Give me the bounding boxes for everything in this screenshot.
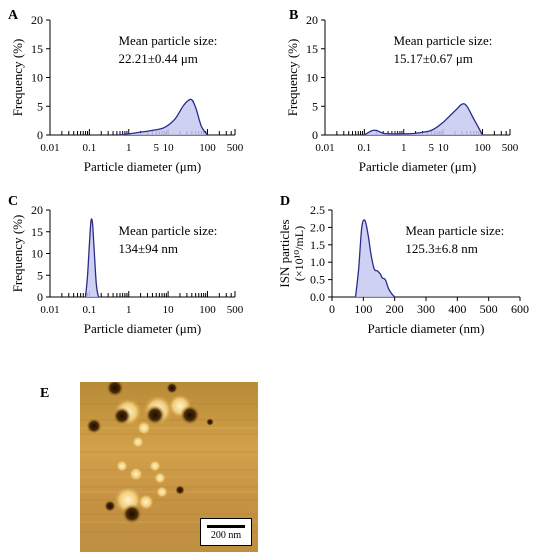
y-tick-label: 0.5 [310,273,325,287]
y-tick-label: 2.0 [310,220,325,234]
mean-size-annotation: 22.21±0.44 μm [118,51,197,66]
x-tick-label: 1 [401,142,407,154]
x-tick-label: 1 [126,304,132,316]
x-tick-label: 1 [126,142,132,154]
y-tick-label: 0.0 [310,290,325,304]
y-tick-label: 1.5 [310,238,325,252]
y-tick-label: 15 [31,42,43,56]
y-axis-label: ISN particles [277,219,292,287]
x-axis-label: Particle diameter (μm) [84,321,201,336]
x-tick-label: 10 [163,304,175,316]
x-tick-label: 0.01 [40,142,59,154]
y-tick-label: 2.5 [310,203,325,217]
y-tick-label: 10 [31,71,43,85]
y-tick-label: 5 [37,99,43,113]
y-tick-label: 5 [312,99,318,113]
x-tick-label: 500 [502,142,519,154]
panel-label-e: E [40,386,50,401]
series-line [354,219,396,298]
x-tick-label: 0.01 [315,142,334,154]
x-tick-label: 500 [227,142,244,154]
panel-label-a: A [8,8,19,23]
y-tick-label: 10 [31,247,43,261]
x-tick-label: 400 [448,302,466,316]
mean-size-annotation: Mean particle size: [405,223,504,238]
y-tick-label: 0 [37,128,43,142]
mean-size-annotation: Mean particle size: [118,33,217,48]
y-tick-label: 20 [306,13,318,27]
chart-d: 0.0 0.5 1.0 1.5 2.0 2.5 0 100 200 300 400 500 600 Par… [277,203,529,336]
scale-bar: 200 nm [200,518,252,546]
mean-size-annotation: Mean particle size: [118,223,217,238]
x-tick-label: 100 [474,142,491,154]
y-tick-label: 5 [37,268,43,282]
x-tick-label: 500 [480,302,498,316]
mean-size-annotation: Mean particle size: [393,33,492,48]
scale-bar-label: 200 nm [210,530,242,541]
mean-size-annotation: 15.17±0.67 μm [393,51,472,66]
mean-size-annotation: 125.3±6.8 nm [405,241,478,256]
x-tick-label: 5 [429,142,435,154]
panel-label-b: B [289,8,299,23]
y-tick-label: 20 [31,203,43,217]
mean-size-annotation: 134±94 nm [118,241,178,256]
x-tick-label: 100 [199,142,216,154]
x-axis-label: Particle diameter (nm) [368,321,485,336]
x-tick-label: 0.1 [357,142,371,154]
y-axis-label: Frequency (%) [10,215,25,293]
x-tick-label: 300 [417,302,435,316]
x-tick-label: 0.1 [82,142,96,154]
afm-image: 200 nm [80,382,258,552]
y-axis-label: Frequency (%) [285,39,300,117]
series-area [364,103,483,135]
y-tick-label: 0 [312,128,318,142]
x-tick-label: 10 [163,142,175,154]
series-line [84,218,100,298]
x-tick-label: 0.01 [40,304,59,316]
y-tick-label: 15 [31,225,43,239]
y-tick-label: 15 [306,42,318,56]
x-tick-label: 10 [438,142,450,154]
series-line [119,98,209,136]
y-axis-unit-label: (×10¹⁰/mL) [292,226,306,281]
afm-surface [80,382,258,552]
x-tick-label: 100 [199,304,216,316]
y-tick-label: 10 [306,71,318,85]
x-axis-label: Particle diameter (μm) [359,159,476,174]
x-tick-label: 500 [227,304,244,316]
x-tick-label: 5 [154,142,160,154]
chart-c: 0 5 10 15 20 0.01 0.1 1 10 100 500 Particle diamete… [10,203,244,336]
series-line [364,103,484,136]
series-area [355,219,395,297]
series-area [120,99,208,135]
x-tick-label: 600 [511,302,529,316]
panel-label-c: C [8,194,19,209]
x-tick-label: 0 [329,302,335,316]
x-tick-label: 0.1 [82,304,96,316]
y-axis-label: Frequency (%) [10,39,25,117]
x-axis-label: Particle diameter (μm) [84,159,201,174]
y-tick-label: 1.0 [310,255,325,269]
y-tick-label: 20 [31,13,43,27]
panel-label-d: D [280,194,291,209]
scale-bar-line [207,525,245,528]
x-tick-label: 100 [354,302,372,316]
x-tick-label: 200 [386,302,404,316]
y-tick-label: 0 [37,290,43,304]
